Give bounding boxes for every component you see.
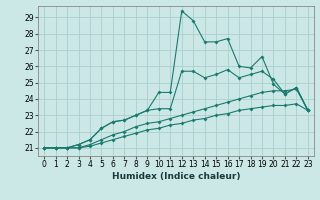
- X-axis label: Humidex (Indice chaleur): Humidex (Indice chaleur): [112, 172, 240, 181]
